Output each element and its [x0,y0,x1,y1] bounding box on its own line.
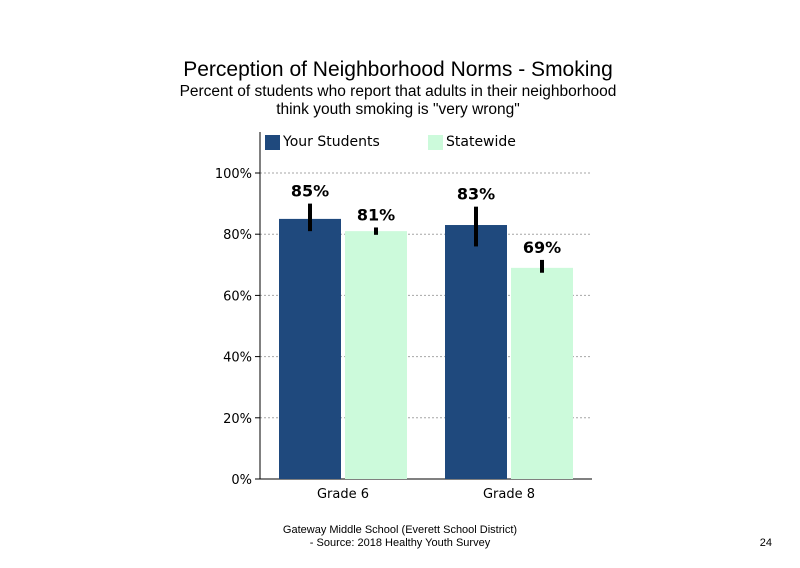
data-label-statewide-grade-6: 81% [357,205,395,224]
legend-your-students: Your Students [265,134,380,150]
x-category-label-grade-6: Grade 6 [317,487,369,502]
x-category-label-grade-8: Grade 8 [483,487,535,502]
data-label-your-students-grade-8: 83% [457,185,495,204]
y-tick-label-60: 60% [223,289,252,304]
data-label-your-students-grade-6: 85% [291,182,329,201]
y-tick-label-0: 0% [231,473,252,488]
y-tick-label-20: 20% [223,412,252,427]
chart-subtitle: Percent of students who report that adul… [0,83,796,119]
legend-swatch-your-students [265,134,280,150]
subtitle-line-1: Percent of students who report that adul… [179,83,617,100]
bar-your-students-grade-8 [445,225,507,479]
subtitle-line-2: think youth smoking is "very wrong" [276,101,520,118]
page-number: 24 [759,537,772,549]
legend-swatch-statewide [428,134,443,150]
footer-line-2: - Source: 2018 Healthy Youth Survey [309,537,491,549]
y-tick-label-80: 80% [223,228,252,243]
footer-source: Gateway Middle School (Everett School Di… [200,524,600,550]
y-tick-label-40: 40% [223,351,252,366]
y-tick-label-100: 100% [215,167,252,182]
chart-title: Perception of Neighborhood Norms - Smoki… [183,58,613,81]
legend-label-statewide: Statewide [446,134,516,150]
bar-your-students-grade-6 [279,218,341,479]
footer-line-1: Gateway Middle School (Everett School Di… [282,524,518,536]
legend-statewide: Statewide [428,134,516,150]
legend-label-your-students: Your Students [283,134,380,150]
bar-statewide-grade-6 [345,231,407,479]
data-label-statewide-grade-8: 69% [523,238,561,257]
bar-statewide-grade-8 [511,267,573,479]
